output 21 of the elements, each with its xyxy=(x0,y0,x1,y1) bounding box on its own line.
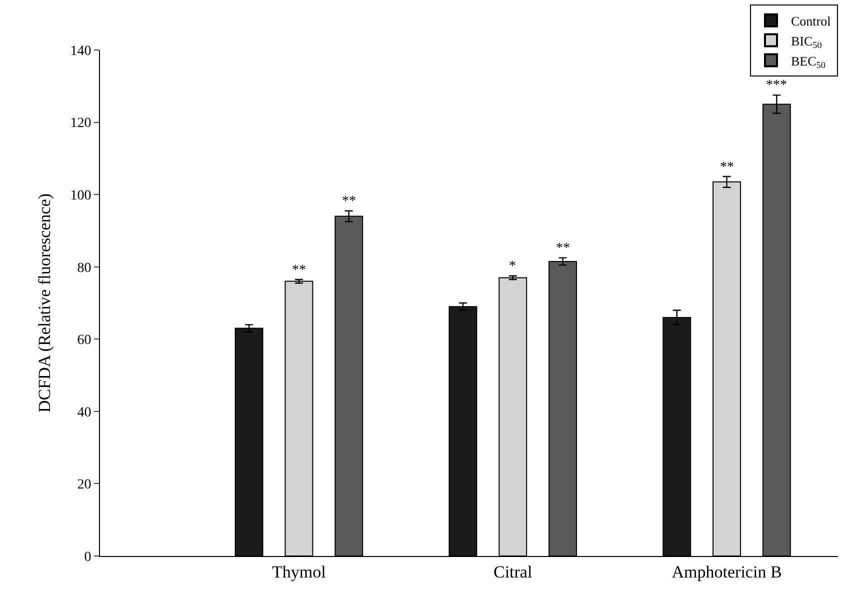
annotation: *** xyxy=(766,78,787,93)
y-tick-label: 100 xyxy=(70,188,92,204)
annotation: ** xyxy=(720,160,734,175)
y-axis-title: DCFDA (Relative fluorescence) xyxy=(34,193,54,413)
legend-label: Control xyxy=(791,13,832,28)
y-tick-label: 0 xyxy=(84,550,92,565)
legend-label: BIC$_{50}$ xyxy=(791,33,822,50)
y-tick-label: 80 xyxy=(77,260,92,276)
x-tick-label: Amphotericin B xyxy=(672,562,782,582)
annotation: ** xyxy=(292,263,306,278)
annotation: ** xyxy=(556,241,570,256)
annotation: * xyxy=(509,259,516,274)
y-tick-label: 60 xyxy=(77,333,92,348)
y-tick-label: 40 xyxy=(77,405,92,420)
y-tick-label: 120 xyxy=(70,116,92,132)
y-tick-label: 140 xyxy=(70,44,92,59)
x-tick-label: Thymol xyxy=(272,562,326,582)
annotation: ** xyxy=(342,194,356,209)
y-tick-label: 20 xyxy=(77,478,92,493)
legend-label: BEC$_{50}$ xyxy=(791,53,826,70)
x-tick-label: Citral xyxy=(493,562,532,582)
